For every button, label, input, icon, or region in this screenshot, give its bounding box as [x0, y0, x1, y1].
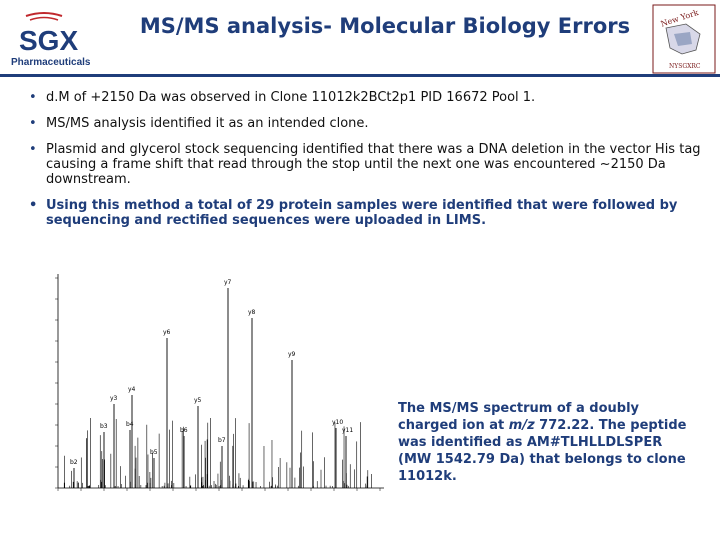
ion-peak-label: y7: [224, 279, 232, 286]
ion-peak-label: y11: [342, 427, 353, 434]
ion-peak-label: b3: [100, 423, 108, 430]
page-title: MS/MS analysis- Molecular Biology Errors: [139, 14, 631, 38]
ion-peak-label: y6: [163, 329, 171, 336]
state-outline-icon: [665, 23, 701, 55]
bullet-dot-icon: •: [29, 90, 37, 105]
nysgxrc-logo: New York NYSGXRC: [652, 4, 716, 74]
bullet-dot-icon: •: [29, 142, 37, 157]
logo-main-text: SGX: [19, 25, 78, 56]
spectrum-caption: The MS/MS spectrum of a doubly charged i…: [398, 401, 687, 484]
bullet-item: • d.M of +2150 Da was observed in Clone 1…: [29, 90, 536, 105]
sgx-swoosh-icon: [25, 12, 63, 21]
ion-peak-label: b6: [180, 427, 188, 434]
ion-peak-label: y3: [110, 395, 118, 402]
ion-peak-label: y4: [128, 386, 136, 393]
ion-peak-label: b2: [70, 459, 78, 466]
logo-sub-text: Pharmaceuticals: [11, 57, 91, 68]
msms-spectrum-figure: y7 y8 y6 y9 y3 y4 y5 b3 b4 b6 b7 y10 y11 b2 b5: [44, 264, 394, 500]
bullet-dot-icon: •: [29, 116, 37, 131]
ion-peak-label: b7: [218, 437, 226, 444]
ny-logo-bottom: NYSGXRC: [669, 63, 701, 70]
ion-peak-label: y10: [332, 419, 343, 426]
ion-peak-label: y9: [288, 351, 296, 358]
bullet-item: • Plasmid and glycerol stock sequencing i…: [29, 142, 701, 187]
ion-peak-label: b4: [126, 421, 134, 428]
bullet-list: • d.M of +2150 Da was observed in Clone 1…: [26, 90, 706, 239]
bullet-item: • MS/MS analysis identified it as an inte…: [29, 116, 369, 131]
ion-peak-label: y5: [194, 397, 202, 404]
bullet-item-highlight: • Using this method a total of 29 protein…: [29, 198, 678, 228]
ion-peak-label: y8: [248, 309, 256, 316]
sgx-logo: SGX Pharmaceuticals: [8, 10, 100, 72]
bullet-dot-icon: •: [29, 198, 38, 213]
ion-peak-label: b5: [150, 449, 158, 456]
title-divider: [0, 74, 720, 77]
